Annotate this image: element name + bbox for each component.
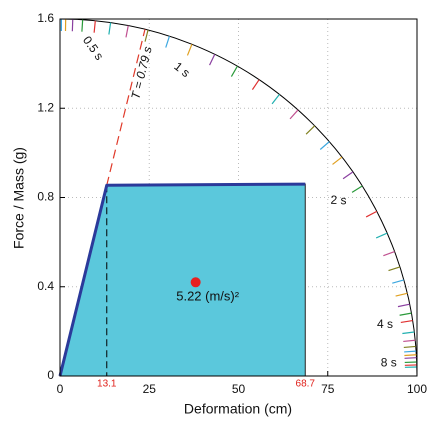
period-tick bbox=[351, 185, 363, 193]
capacity-area bbox=[59, 183, 306, 377]
period-label: 1 s bbox=[171, 59, 192, 80]
y-tick-label: 0 bbox=[47, 368, 54, 382]
period-label: 8 s bbox=[381, 355, 397, 369]
x-tick-label: 100 bbox=[407, 382, 427, 396]
period-label: 2 s bbox=[330, 193, 347, 208]
period-tick bbox=[108, 22, 112, 35]
period-label: 0.5 s bbox=[80, 33, 107, 62]
period-tick bbox=[404, 350, 417, 353]
x-tick-label: 75 bbox=[321, 382, 335, 396]
period-tick bbox=[125, 25, 129, 38]
period-tick bbox=[403, 339, 416, 343]
point-x-label: 68.7 bbox=[296, 379, 316, 390]
x-axis-label: Deformation (cm) bbox=[184, 401, 292, 417]
period-tick bbox=[365, 210, 378, 218]
period-tick bbox=[395, 292, 408, 297]
period-line-label: T = 0.79 s bbox=[128, 45, 154, 100]
period-tick bbox=[397, 303, 410, 308]
energy-point bbox=[190, 277, 201, 288]
period-tick bbox=[271, 94, 280, 105]
x-tick-label: 50 bbox=[232, 382, 246, 396]
period-tick bbox=[403, 345, 416, 349]
period-tick bbox=[165, 36, 171, 48]
period-tick bbox=[400, 319, 413, 324]
period-tick bbox=[289, 109, 299, 120]
period-tick bbox=[399, 312, 412, 316]
period-tick bbox=[230, 65, 238, 77]
period-tick bbox=[305, 125, 316, 135]
x-tick-label: 25 bbox=[143, 382, 157, 396]
y-tick-label: 0.4 bbox=[37, 279, 54, 293]
period-tick bbox=[383, 250, 395, 257]
period-tick bbox=[392, 279, 404, 284]
period-tick bbox=[388, 266, 401, 272]
period-tick bbox=[144, 29, 149, 42]
period-tick bbox=[404, 357, 417, 359]
period-tick bbox=[404, 354, 417, 357]
point-x-label: 13.1 bbox=[97, 379, 117, 390]
y-tick-label: 0.8 bbox=[37, 190, 54, 204]
period-tick bbox=[251, 79, 260, 90]
x-tick-label: 0 bbox=[57, 382, 64, 396]
period-tick bbox=[93, 20, 96, 33]
plot-frame bbox=[59, 18, 418, 377]
y-axis-label: Force / Mass (g) bbox=[11, 147, 27, 249]
y-tick-label: 1.2 bbox=[37, 100, 54, 114]
period-tick bbox=[375, 232, 388, 239]
period-tick bbox=[342, 171, 354, 180]
period-label: 4 s bbox=[377, 317, 393, 331]
period-tick bbox=[81, 19, 84, 32]
period-tick bbox=[209, 54, 216, 66]
period-tick bbox=[402, 331, 415, 335]
period-tick bbox=[332, 156, 343, 165]
y-tick-label: 1.6 bbox=[37, 11, 54, 25]
energy-label: 5.22 (m/s)² bbox=[176, 289, 240, 304]
period-tick bbox=[319, 141, 330, 150]
period-tick bbox=[186, 44, 193, 56]
capacity-curve bbox=[58, 182, 306, 377]
